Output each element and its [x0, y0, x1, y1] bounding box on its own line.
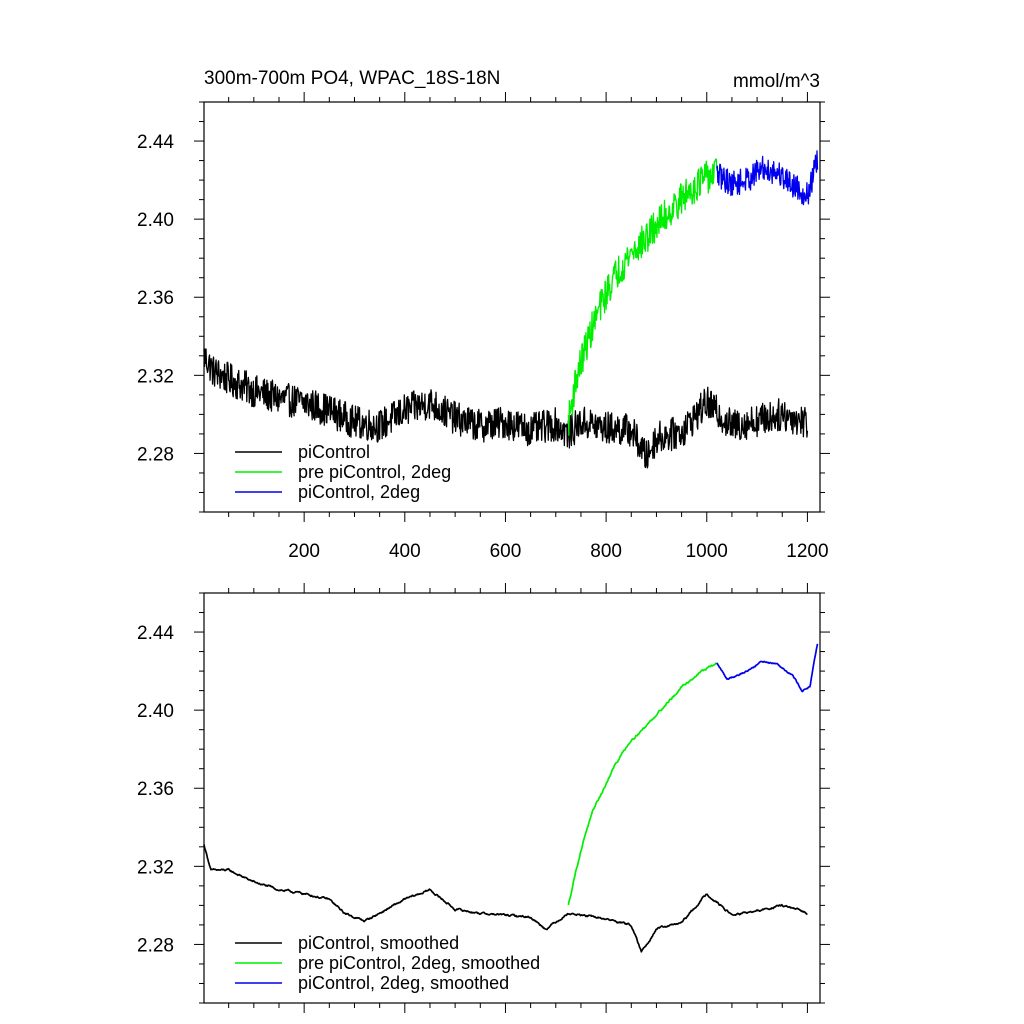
plot-frame — [203, 101, 821, 513]
legend-label-2: piControl, 2deg — [298, 482, 420, 502]
legend-label-0: piControl, smoothed — [298, 933, 459, 953]
y-tick-label: 2.36 — [137, 779, 174, 800]
chart-title: 300m-700m PO4, WPAC_18S-18N — [204, 68, 500, 89]
y-tick-label: 2.44 — [137, 623, 174, 644]
series-line-1 — [567, 662, 718, 906]
chart-units: mmol/m^3 — [733, 71, 820, 92]
x-tick-label: 1200 — [786, 541, 828, 562]
y-tick-label: 2.44 — [137, 132, 174, 153]
series-line-0 — [203, 348, 809, 469]
y-tick-label: 2.40 — [137, 210, 174, 231]
x-tick-label: 400 — [389, 541, 421, 562]
y-tick-label: 2.28 — [137, 444, 174, 465]
top-panel: 2.28 2.32 2.36 2.40 2.44 200 400 600 800 1000 1200… — [137, 92, 830, 562]
y-tick-label: 2.28 — [137, 935, 174, 956]
legend-label-0: piControl — [298, 442, 370, 462]
x-tick-label: 200 — [288, 541, 320, 562]
series-line-0 — [203, 844, 808, 953]
y-tick-label: 2.40 — [137, 701, 174, 722]
plot-frame — [203, 592, 821, 1004]
y-tick-label: 2.36 — [137, 288, 174, 309]
series-line-2 — [716, 150, 819, 206]
series-line-2 — [716, 643, 819, 693]
legend-label-1: pre piControl, 2deg, smoothed — [298, 953, 540, 973]
y-tick-label: 2.32 — [137, 857, 174, 878]
x-tick-label: 600 — [490, 541, 522, 562]
legend-label-2: piControl, 2deg, smoothed — [298, 973, 509, 993]
y-tick-label: 2.32 — [137, 366, 174, 387]
series-line-1 — [567, 158, 718, 436]
x-tick-label: 800 — [590, 541, 622, 562]
legend-label-1: pre piControl, 2deg — [298, 462, 451, 482]
x-tick-label: 1000 — [686, 541, 728, 562]
